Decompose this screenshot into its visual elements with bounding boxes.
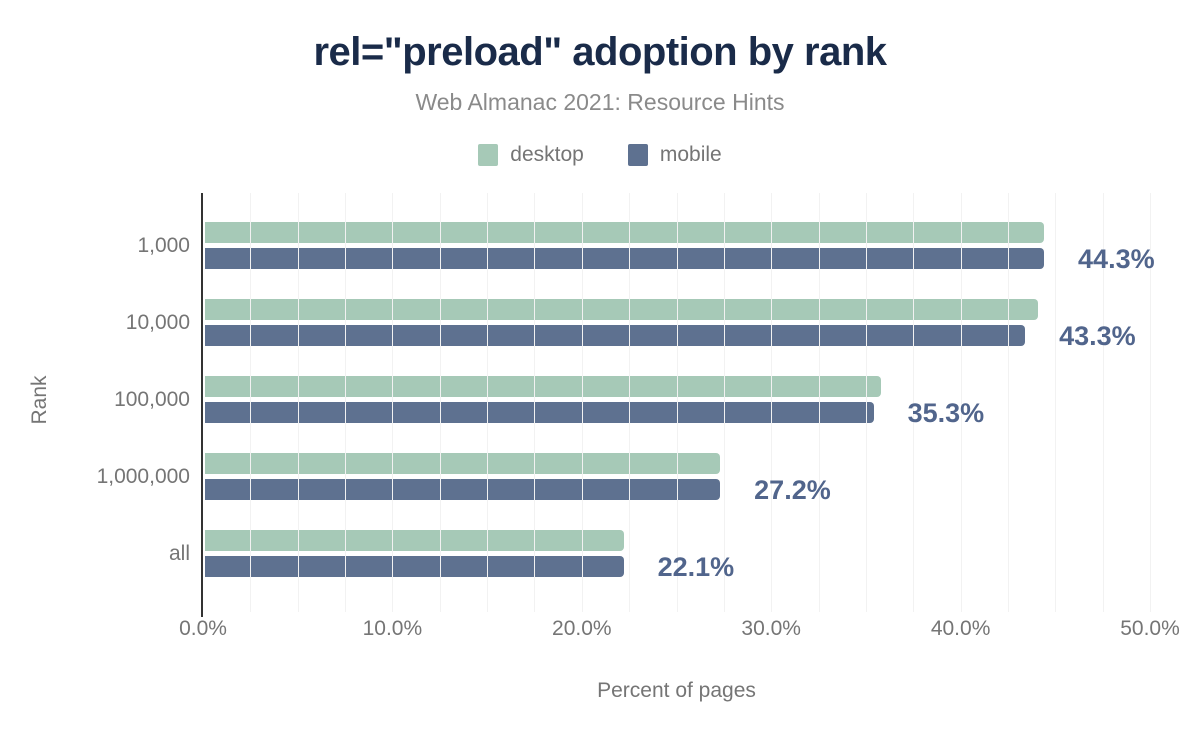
legend-item-desktop[interactable]: desktop — [478, 143, 584, 167]
bar-mobile-100000[interactable] — [205, 402, 874, 423]
bar-desktop-10000[interactable] — [205, 299, 1039, 320]
gridline — [818, 193, 820, 612]
gridline — [392, 193, 394, 612]
bar-desktop-1000000[interactable] — [205, 453, 721, 474]
plot-area — [201, 193, 1163, 617]
bar-desktop-100000[interactable] — [205, 376, 882, 397]
y-tick-label: all — [168, 542, 190, 565]
x-axis-title: Percent of pages — [597, 679, 756, 702]
chart-subtitle: Web Almanac 2021: Resource Hints — [415, 89, 785, 115]
y-tick-label: 10,000 — [125, 311, 190, 334]
gridline — [865, 193, 867, 612]
x-tick-label: 50.0% — [1120, 617, 1180, 640]
gridline — [1055, 193, 1057, 612]
x-tick-label: 20.0% — [552, 617, 612, 640]
gridline — [581, 193, 583, 612]
desktop-swatch-icon — [478, 144, 499, 166]
x-tick-label: 0.0% — [179, 617, 227, 640]
bar-value-label: 27.2% — [754, 474, 831, 505]
legend-item-mobile[interactable]: mobile — [627, 143, 722, 167]
bar-mobile-all[interactable] — [205, 556, 624, 577]
gridline — [629, 193, 631, 612]
bar-desktop-1000[interactable] — [205, 222, 1045, 243]
bar-desktop-all[interactable] — [205, 530, 624, 551]
y-axis-line — [201, 193, 203, 617]
gridline — [1007, 193, 1009, 612]
x-tick-label: 40.0% — [930, 617, 991, 640]
gridline — [913, 193, 915, 612]
gridline — [439, 193, 441, 612]
mobile-swatch-icon — [627, 144, 648, 166]
bar-mobile-1000000[interactable] — [205, 479, 721, 500]
gridline — [487, 193, 489, 612]
gridline — [1102, 193, 1104, 612]
bar-value-label: 43.3% — [1059, 320, 1136, 351]
gridline — [250, 193, 252, 612]
bar-mobile-1000[interactable] — [205, 248, 1045, 269]
bar-value-label: 44.3% — [1078, 243, 1155, 274]
legend-label: mobile — [659, 143, 722, 166]
gridline — [771, 193, 773, 612]
x-tick-label: 30.0% — [741, 617, 801, 640]
gridline — [723, 193, 725, 612]
x-tick-label: 10.0% — [362, 617, 423, 640]
y-tick-label: 1,000,000 — [96, 465, 190, 488]
y-tick-label: 1,000 — [137, 234, 190, 257]
gridline — [1150, 193, 1151, 612]
bar-mobile-10000[interactable] — [205, 325, 1026, 346]
gridline — [297, 193, 299, 612]
chart-title: rel="preload" adoption by rank — [313, 30, 887, 74]
legend-label: desktop — [510, 143, 584, 166]
gridline — [534, 193, 536, 612]
bar-value-label: 22.1% — [657, 551, 735, 582]
y-tick-label: 100,000 — [114, 388, 190, 411]
bar-value-label: 35.3% — [907, 397, 985, 428]
gridline — [960, 193, 962, 612]
gridline — [345, 193, 347, 612]
gridline — [676, 193, 678, 612]
legend: desktop mobile — [0, 143, 1200, 167]
